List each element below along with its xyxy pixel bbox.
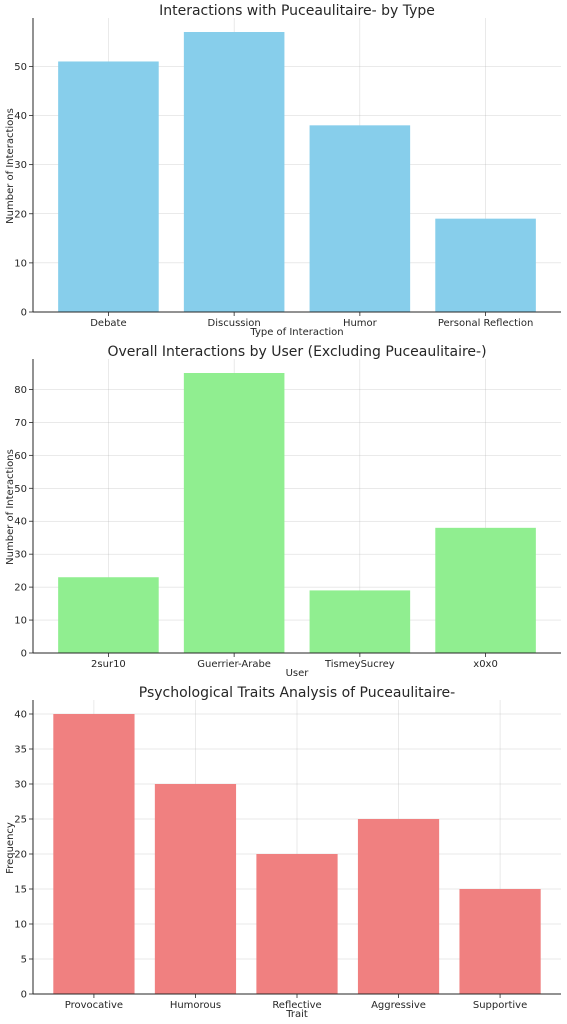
chart-panel-type: Interactions with Puceaulitaire- by Type… — [5, 3, 561, 338]
chart-panel-user: Overall Interactions by User (Excluding … — [5, 344, 561, 679]
x-tick-label: Aggressive — [371, 1000, 426, 1011]
y-tick-label: 30 — [14, 550, 27, 561]
x-tick-label: Discussion — [208, 318, 261, 329]
y-tick-label: 40 — [14, 517, 27, 528]
bar — [183, 32, 285, 312]
y-tick-label: 15 — [14, 885, 27, 896]
chart-title: Overall Interactions by User (Excluding … — [107, 344, 486, 360]
y-tick-label: 80 — [14, 385, 27, 396]
x-tick-label: Personal Reflection — [438, 318, 533, 329]
y-tick-label: 50 — [14, 484, 27, 495]
x-tick-label: 2sur10 — [91, 659, 126, 670]
y-tick-label: 5 — [21, 955, 27, 966]
x-tick-label: Debate — [90, 318, 126, 329]
x-axis-label: Trait — [285, 1009, 308, 1020]
y-tick-label: 10 — [14, 920, 27, 931]
bar — [357, 819, 440, 994]
y-tick-label: 25 — [14, 815, 27, 826]
y-tick-label: 20 — [14, 209, 27, 220]
chart-panel-traits: Psychological Traits Analysis of Puceaul… — [5, 685, 561, 1020]
bar — [309, 590, 411, 653]
x-tick-label: Humor — [343, 318, 378, 329]
y-tick-label: 40 — [14, 710, 27, 721]
y-tick-label: 30 — [14, 160, 27, 171]
y-tick-label: 70 — [14, 418, 27, 429]
bar — [183, 373, 285, 653]
y-tick-label: 10 — [14, 616, 27, 627]
x-axis-label: Type of Interaction — [249, 327, 343, 338]
bar — [53, 714, 135, 994]
y-axis-label: Number of Interactions — [5, 449, 16, 565]
x-tick-label: x0x0 — [473, 659, 498, 670]
y-tick-label: 30 — [14, 780, 27, 791]
bar — [309, 125, 411, 312]
chart-title: Interactions with Puceaulitaire- by Type — [159, 3, 435, 19]
y-tick-label: 35 — [14, 745, 27, 756]
y-tick-label: 50 — [14, 62, 27, 73]
y-tick-label: 0 — [21, 649, 27, 660]
y-axis-label: Frequency — [5, 822, 16, 874]
y-tick-label: 60 — [14, 451, 27, 462]
y-tick-label: 0 — [21, 308, 27, 319]
bar — [58, 61, 159, 313]
y-tick-label: 20 — [14, 850, 27, 861]
bar — [256, 854, 338, 994]
x-tick-label: Supportive — [473, 1000, 527, 1011]
bar — [459, 889, 541, 994]
y-tick-label: 20 — [14, 583, 27, 594]
y-tick-label: 40 — [14, 111, 27, 122]
y-tick-label: 10 — [14, 258, 27, 269]
bar — [435, 527, 536, 653]
x-tick-label: Reflective — [272, 1000, 321, 1011]
chart-title: Psychological Traits Analysis of Puceaul… — [139, 685, 455, 701]
x-tick-label: Humorous — [170, 1000, 221, 1011]
y-tick-label: 0 — [21, 990, 27, 1001]
x-axis-label: User — [286, 668, 310, 679]
x-tick-label: TismeySucrey — [324, 659, 395, 670]
y-axis-label: Number of Interactions — [5, 108, 16, 224]
bar — [435, 218, 536, 312]
bar — [154, 784, 237, 994]
bar — [58, 577, 159, 653]
x-tick-label: Guerrier-Arabe — [197, 659, 271, 670]
x-tick-label: Provocative — [65, 1000, 123, 1011]
